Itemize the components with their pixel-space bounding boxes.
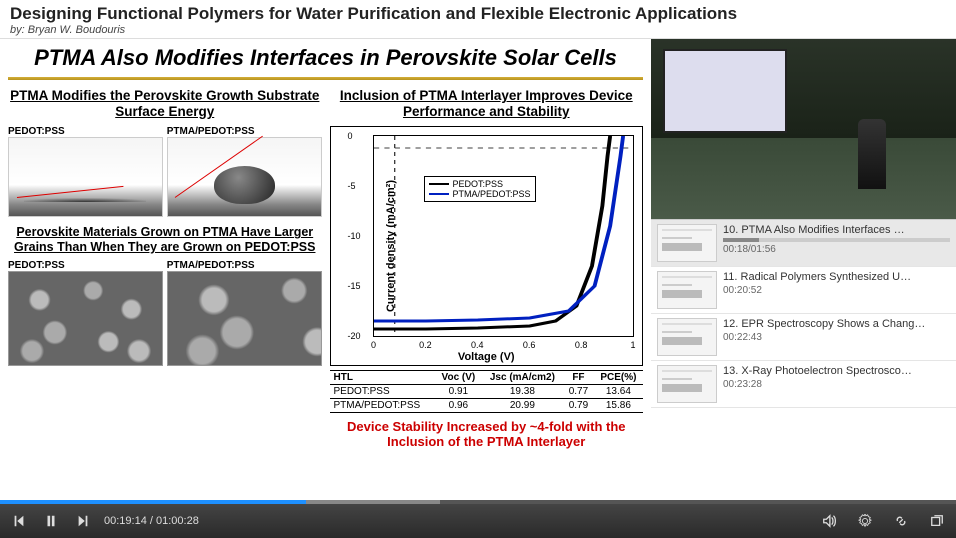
playlist-item[interactable]: 10. PTMA Also Modifies Interfaces … 00:18… (651, 220, 956, 267)
playlist-title: 10. PTMA Also Modifies Interfaces … (723, 224, 950, 236)
sem-panel-a: PEDOT:PSS (8, 260, 163, 366)
page-title: Designing Functional Polymers for Water … (10, 4, 946, 24)
pause-button[interactable] (40, 510, 62, 532)
player-controls: 00:19:14 / 01:00:28 (0, 504, 956, 538)
droplet-panel-b: PTMA/PEDOT:PSS (167, 126, 322, 217)
slide-panel[interactable]: PTMA Also Modifies Interfaces in Perovsk… (0, 39, 651, 499)
settings-button[interactable] (854, 510, 876, 532)
droplet-panel-a: PEDOT:PSS (8, 126, 163, 217)
stability-note: Device Stability Increased by ~4-fold wi… (330, 419, 644, 449)
volume-button[interactable] (818, 510, 840, 532)
jv-chart: Current density (mA/cm²) PEDOT:PSS PTMA/… (330, 126, 644, 366)
playlist-thumb (657, 365, 717, 403)
slide-subheading-right: Inclusion of PTMA Interlayer Improves De… (330, 88, 644, 120)
sem-panel-b: PTMA/PEDOT:PSS (167, 260, 322, 366)
playlist-item[interactable]: 12. EPR Spectroscopy Shows a Chang… 00:22… (651, 314, 956, 361)
chart-legend: PEDOT:PSS PTMA/PEDOT:PSS (424, 176, 536, 202)
playlist-title: 13. X-Ray Photoelectron Spectrosco… (723, 365, 950, 377)
byline: by: Bryan W. Boudouris (10, 24, 946, 36)
playlist-time: 00:22:43 (723, 332, 950, 343)
next-button[interactable] (72, 510, 94, 532)
playlist-title: 11. Radical Polymers Synthesized U… (723, 271, 950, 283)
popout-button[interactable] (926, 510, 948, 532)
slide-subheading-left-2: Perovskite Materials Grown on PTMA Have … (8, 225, 322, 254)
playlist-thumb (657, 318, 717, 356)
playlist-thumb (657, 271, 717, 309)
results-table: HTLVoc (V)Jsc (mA/cm2)FFPCE(%) PEDOT:PSS… (330, 370, 644, 413)
link-button[interactable] (890, 510, 912, 532)
time-display: 00:19:14 / 01:00:28 (104, 515, 199, 527)
playlist-item[interactable]: 13. X-Ray Photoelectron Spectrosco… 00:23… (651, 361, 956, 408)
droplet-image-flat (8, 137, 163, 217)
playlist-time: 00:18/01:56 (723, 244, 950, 255)
playlist-time: 00:20:52 (723, 285, 950, 296)
slide-divider (8, 77, 643, 80)
prev-button[interactable] (8, 510, 30, 532)
slide-title: PTMA Also Modifies Interfaces in Perovsk… (8, 45, 643, 71)
sem-image-a (8, 271, 163, 366)
playlist-thumb (657, 224, 717, 262)
playlist: 10. PTMA Also Modifies Interfaces … 00:18… (651, 219, 956, 499)
playlist-title: 12. EPR Spectroscopy Shows a Chang… (723, 318, 950, 330)
playlist-time: 00:23:28 (723, 379, 950, 390)
sem-image-b (167, 271, 322, 366)
droplet-image-round (167, 137, 322, 217)
playlist-item[interactable]: 11. Radical Polymers Synthesized U… 00:20… (651, 267, 956, 314)
page-header: Designing Functional Polymers for Water … (0, 0, 956, 39)
slide-subheading-left-1: PTMA Modifies the Perovskite Growth Subs… (8, 88, 322, 120)
video-thumbnail[interactable] (651, 39, 956, 219)
